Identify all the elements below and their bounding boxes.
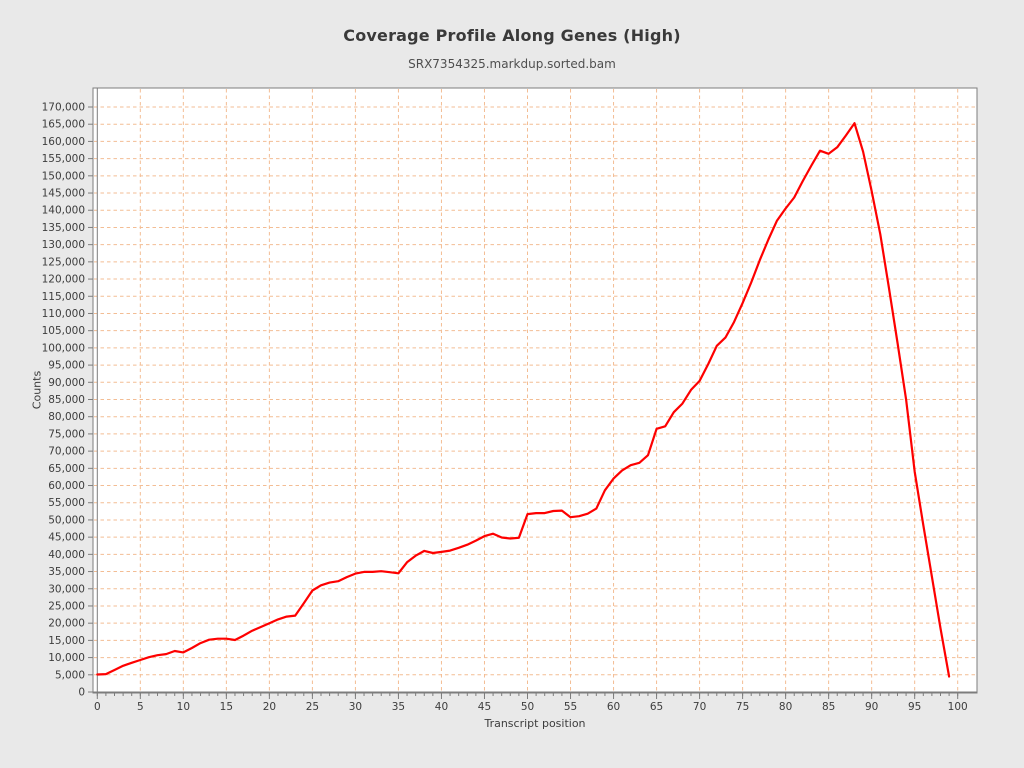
y-tick-label: 155,000 [42, 153, 85, 165]
y-tick-label: 10,000 [48, 652, 85, 664]
y-tick-label: 20,000 [48, 618, 85, 630]
y-tick-label: 150,000 [42, 170, 85, 182]
y-tick-label: 90,000 [48, 377, 85, 389]
x-tick-label: 60 [607, 701, 620, 713]
y-tick-label: 80,000 [48, 411, 85, 423]
y-tick-label: 115,000 [42, 291, 85, 303]
chart-subtitle: SRX7354325.markdup.sorted.bam [408, 57, 616, 71]
x-tick-label: 95 [908, 701, 921, 713]
y-tick-label: 75,000 [48, 428, 85, 440]
y-tick-label: 45,000 [48, 532, 85, 544]
y-tick-label: 50,000 [48, 514, 85, 526]
y-tick-label: 160,000 [42, 136, 85, 148]
y-tick-label: 5,000 [55, 669, 85, 681]
x-tick-label: 40 [435, 701, 448, 713]
y-tick-label: 100,000 [42, 342, 85, 354]
y-tick-label: 40,000 [48, 549, 85, 561]
y-tick-label: 25,000 [48, 600, 85, 612]
x-tick-label: 15 [220, 701, 233, 713]
y-tick-label: 135,000 [42, 222, 85, 234]
x-tick-label: 100 [948, 701, 968, 713]
y-tick-label: 55,000 [48, 497, 85, 509]
chart-title: Coverage Profile Along Genes (High) [343, 26, 681, 45]
y-tick-label: 125,000 [42, 256, 85, 268]
x-tick-label: 20 [263, 701, 276, 713]
coverage-series-line [96, 122, 951, 678]
x-tick-label: 90 [865, 701, 878, 713]
x-tick-label: 80 [779, 701, 792, 713]
x-tick-label: 10 [177, 701, 190, 713]
x-tick-label: 75 [736, 701, 749, 713]
y-tick-label: 120,000 [42, 274, 85, 286]
x-tick-label: 50 [521, 701, 534, 713]
y-tick-label: 170,000 [42, 102, 85, 114]
x-tick-label: 30 [349, 701, 362, 713]
y-tick-label: 35,000 [48, 566, 85, 578]
y-tick-label: 140,000 [42, 205, 85, 217]
y-tick-label: 95,000 [48, 360, 85, 372]
y-tick-label: 30,000 [48, 583, 85, 595]
y-tick-label: 70,000 [48, 446, 85, 458]
y-tick-label: 165,000 [42, 119, 85, 131]
x-tick-label: 85 [822, 701, 835, 713]
x-tick-label: 5 [137, 701, 144, 713]
y-tick-label: 105,000 [42, 325, 85, 337]
x-tick-label: 45 [478, 701, 491, 713]
x-tick-label: 65 [650, 701, 663, 713]
y-tick-label: 110,000 [42, 308, 85, 320]
y-tick-label: 130,000 [42, 239, 85, 251]
x-tick-label: 0 [94, 701, 101, 713]
x-tick-label: 35 [392, 701, 405, 713]
y-tick-label: 65,000 [48, 463, 85, 475]
x-tick-label: 55 [564, 701, 577, 713]
x-tick-label: 25 [306, 701, 319, 713]
y-tick-label: 0 [78, 687, 85, 699]
y-tick-label: 15,000 [48, 635, 85, 647]
y-tick-label: 145,000 [42, 188, 85, 200]
y-tick-label: 85,000 [48, 394, 85, 406]
y-tick-label: 60,000 [48, 480, 85, 492]
x-tick-label: 70 [693, 701, 706, 713]
x-axis-title: Transcript position [484, 717, 586, 730]
